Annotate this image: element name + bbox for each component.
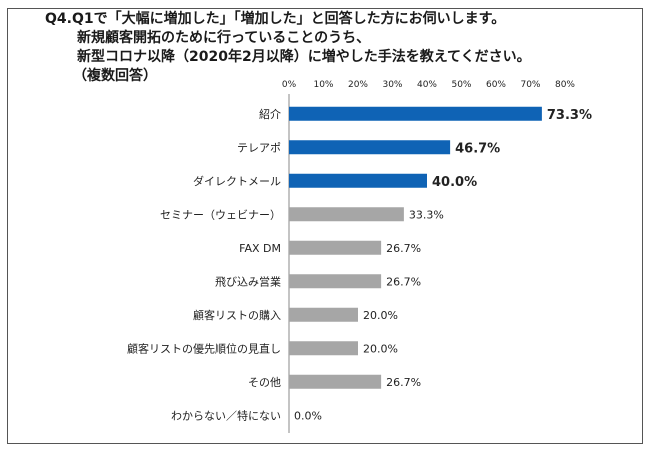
value-label: 26.7% — [386, 376, 421, 389]
title-line-3: 新型コロナ以降（2020年2月以降）に増やした手法を教えてください。 — [77, 49, 531, 65]
value-label: 20.0% — [363, 342, 398, 355]
category-label: 飛び込み営業 — [215, 274, 281, 288]
bar — [289, 106, 542, 121]
bar — [289, 240, 382, 255]
x-tick-label: 50% — [451, 80, 471, 90]
value-label: 40.0% — [432, 175, 477, 190]
x-tick-label: 30% — [382, 80, 402, 90]
category-label: わからない／特にない — [171, 408, 281, 422]
x-tick-label: 0% — [282, 80, 297, 90]
title-line-2: 新規顧客開拓のために行っていることのうち、 — [77, 30, 371, 46]
category-label: 顧客リストの優先順位の見直し — [127, 341, 281, 355]
category-label: テレアポ — [237, 141, 281, 154]
x-tick-label: 70% — [520, 80, 540, 90]
category-label: その他 — [248, 376, 281, 389]
value-label: 26.7% — [386, 242, 421, 255]
category-label: 紹介 — [259, 108, 281, 121]
chart-frame — [7, 8, 643, 444]
value-label: 73.3% — [547, 108, 592, 123]
chart-title: Q4.Q1で「大幅に増加した」「増加した」と回答した方にお伺いします。 新規顧客… — [45, 10, 531, 86]
value-label: 0.0% — [294, 409, 322, 422]
x-tick-label: 80% — [555, 80, 575, 90]
category-label: 顧客リストの購入 — [193, 308, 281, 322]
bar — [289, 341, 358, 356]
bar — [289, 207, 404, 222]
bar — [289, 140, 451, 155]
bar — [289, 307, 358, 322]
category-label: FAX DM — [239, 242, 281, 255]
category-label: ダイレクトメール — [193, 174, 281, 188]
bar — [289, 374, 382, 389]
x-tick-label: 20% — [348, 80, 368, 90]
bar — [289, 274, 382, 289]
value-label: 33.3% — [409, 208, 444, 221]
value-label: 46.7% — [455, 141, 500, 156]
x-tick-label: 10% — [313, 80, 333, 90]
value-label: 20.0% — [363, 309, 398, 322]
bar — [289, 173, 427, 188]
x-tick-label: 60% — [486, 80, 506, 90]
category-label: セミナー（ウェビナー） — [160, 208, 281, 221]
x-tick-label: 40% — [417, 80, 437, 90]
title-line-1: Q4.Q1で「大幅に増加した」「増加した」と回答した方にお伺いします。 — [45, 11, 506, 27]
value-label: 26.7% — [386, 275, 421, 288]
title-line-4: （複数回答） — [73, 68, 157, 84]
